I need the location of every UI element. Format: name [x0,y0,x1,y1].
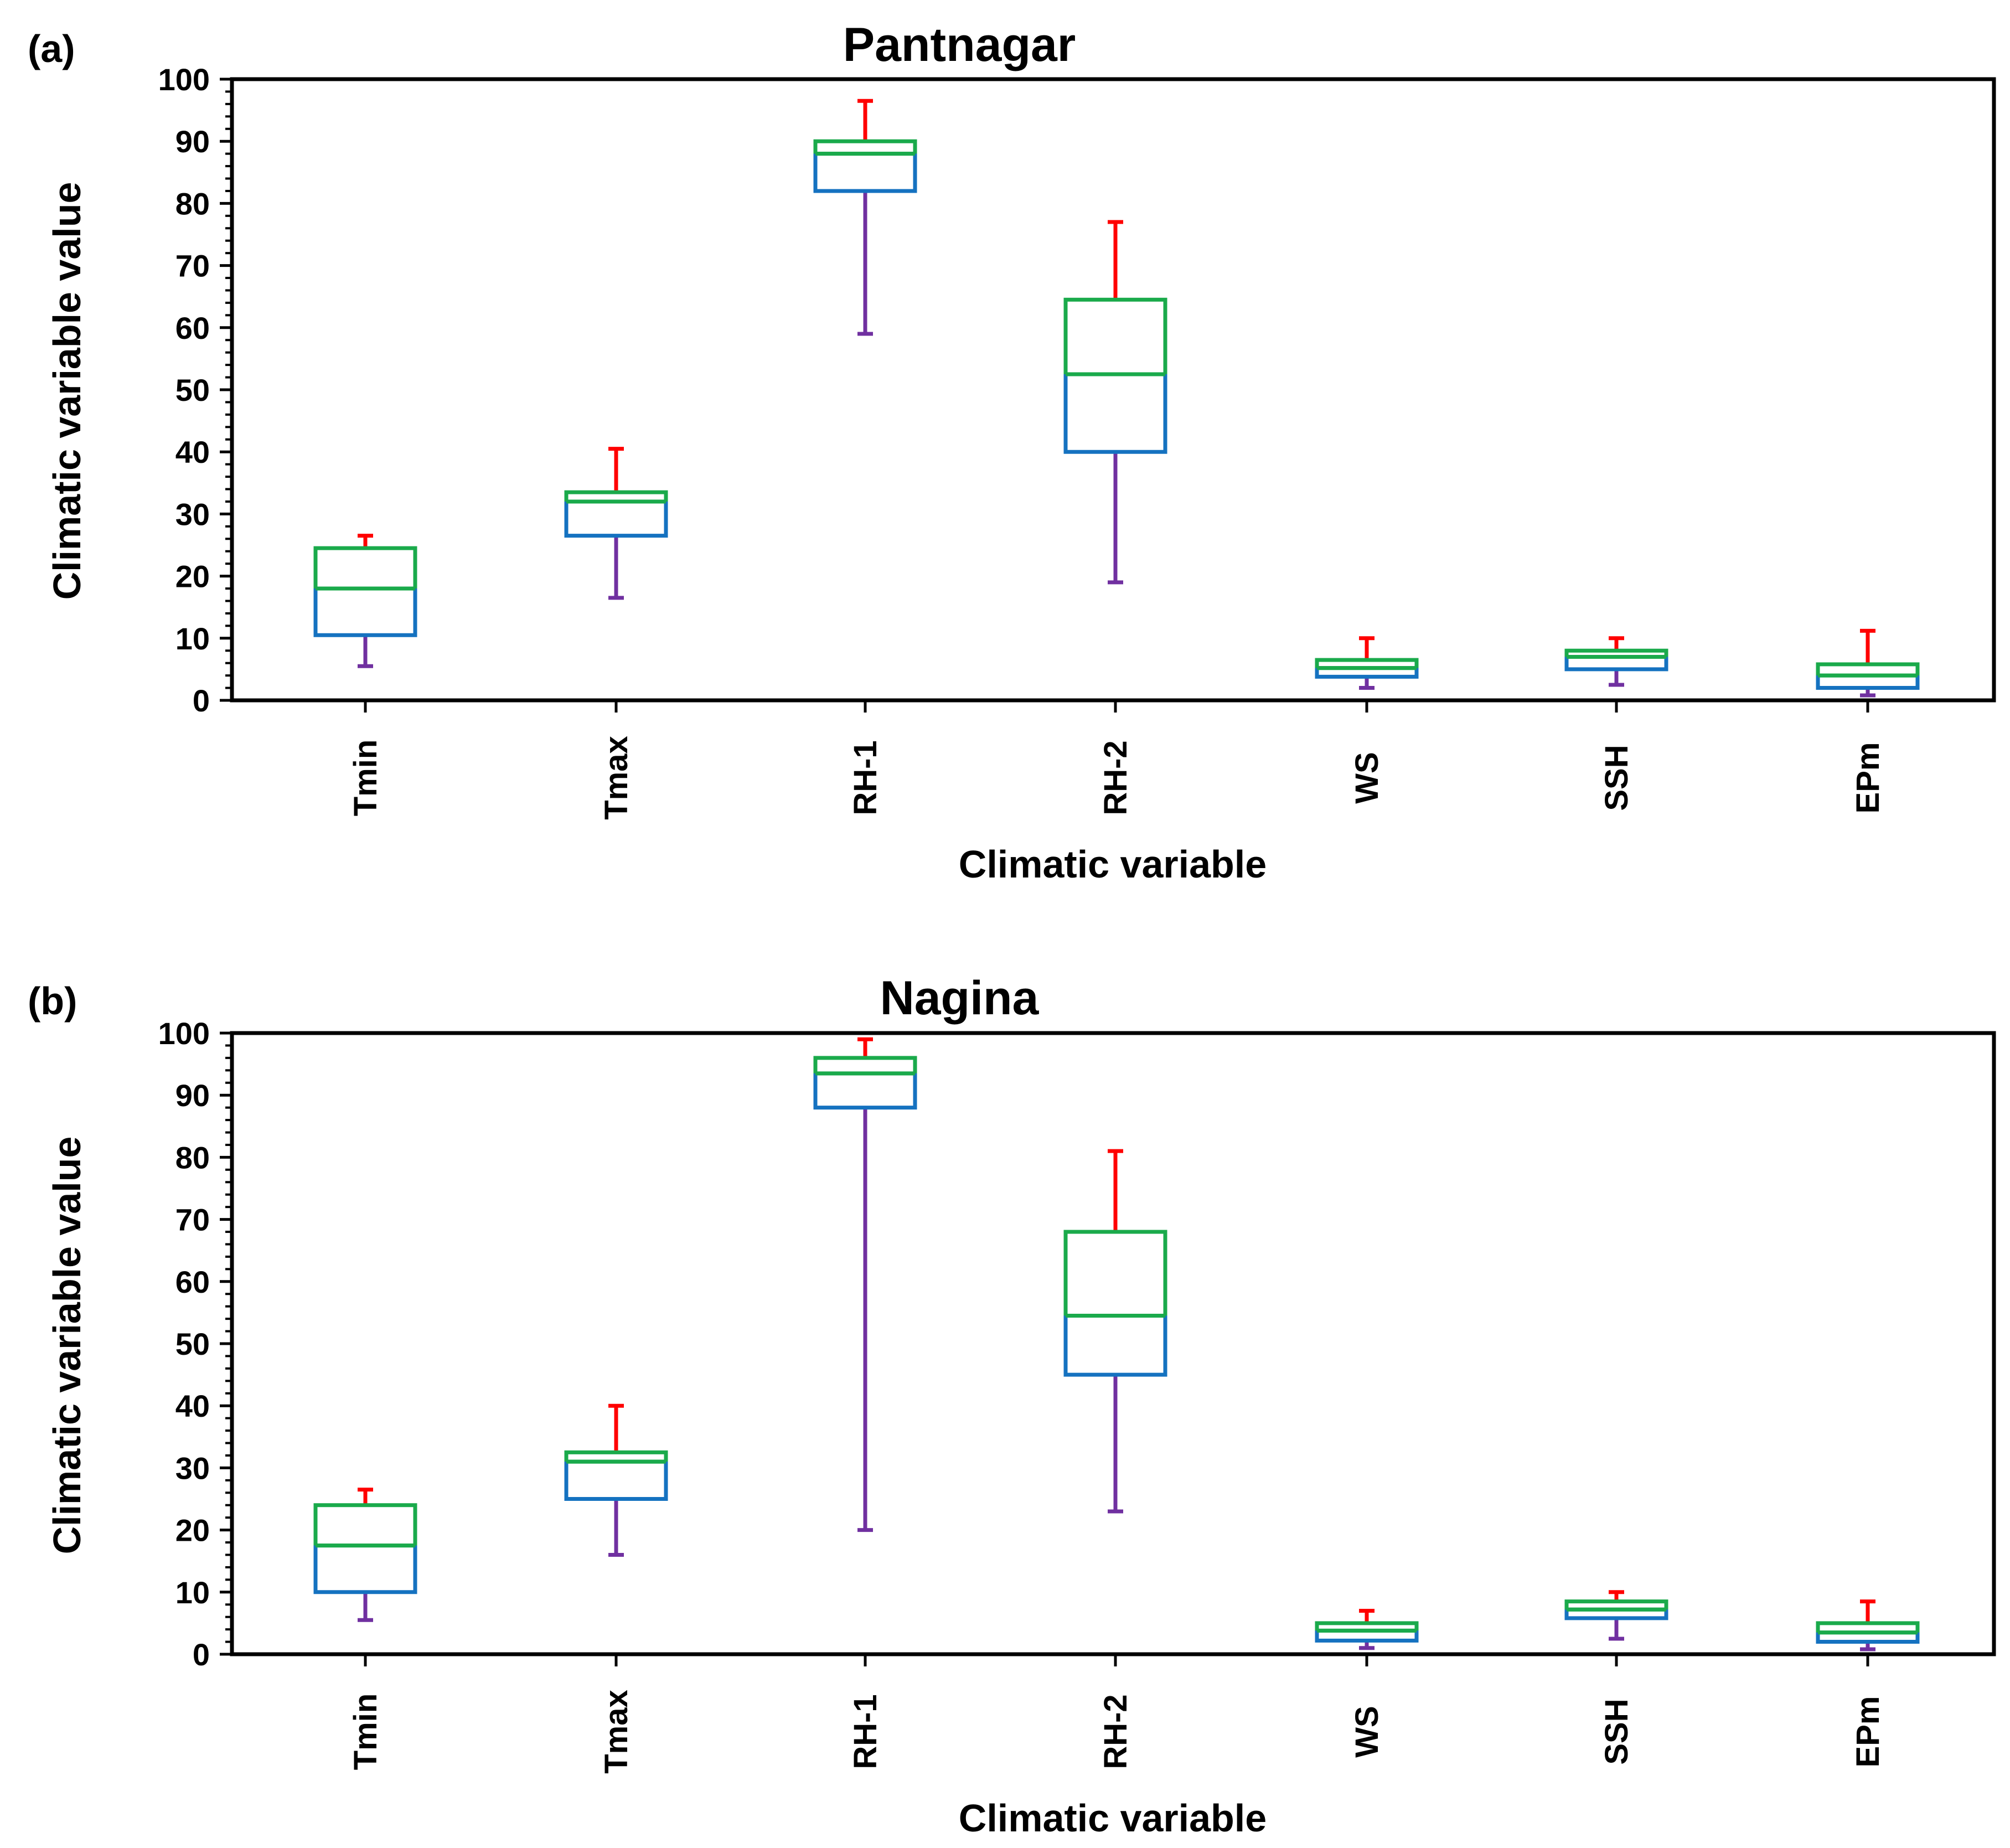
lower-box [1063,374,1167,454]
y-tick-label: 90 [175,1078,210,1113]
lower-box [564,501,668,538]
y-tick-label: 70 [175,249,210,283]
chart-marks: 0 10 20 30 40 50 60 70 80 90 100 Tmin Tmax RH-1 RH-2 WS… [158,1016,1920,1774]
lower-box [1564,657,1668,672]
x-tick-label: Tmin [348,1694,384,1770]
panel-nagina: (b) Nagina Climatic variable value Clima… [28,972,1996,1840]
x-tick-label: EPm [1850,742,1886,814]
y-tick-label: 20 [175,1513,210,1548]
y-tick-label: 50 [175,1326,210,1361]
y-tick-label: 60 [175,1264,210,1299]
x-tick-label: RH-2 [1098,740,1134,815]
y-tick-label: 30 [175,1450,210,1485]
chart-marks: 0 10 20 30 40 50 60 70 80 90 100 Tmin Tmax RH-1 RH-2 WS… [158,62,1920,820]
y-tick-label: 40 [175,1388,210,1423]
upper-box [313,1503,417,1548]
y-tick-label: 80 [175,186,210,221]
y-tick-label: 100 [158,1016,210,1051]
lower-box [1315,668,1419,679]
upper-box [313,546,417,591]
upper-box [1063,297,1167,376]
y-tick-label: 0 [193,683,210,718]
y-axis-title: Climatic variable value [45,182,89,600]
y-tick-label: 100 [158,62,210,97]
upper-box [813,1056,917,1076]
x-axis-title: Climatic variable [959,1797,1267,1840]
y-tick-label: 20 [175,559,210,594]
x-axis-title: Climatic variable [959,843,1267,886]
upper-box [1063,1230,1167,1318]
lower-box [313,1545,417,1594]
panel-label: (b) [28,979,77,1023]
x-tick-label: WS [1349,1706,1385,1757]
lower-box [813,1073,917,1110]
y-tick-label: 70 [175,1202,210,1237]
x-tick-label: Tmax [598,1690,634,1774]
lower-box [1816,1632,1920,1644]
y-axis-title: Climatic variable value [45,1137,89,1555]
x-tick-label: WS [1349,752,1385,803]
y-tick-label: 10 [175,621,210,656]
plot-frame [230,1031,1996,1656]
y-tick-label: 10 [175,1575,210,1610]
y-tick-label: 40 [175,435,210,469]
x-tick-label: RH-2 [1098,1694,1134,1769]
x-tick-label: SSH [1599,745,1635,811]
lower-box [1564,1609,1668,1620]
chart-title: Nagina [880,972,1040,1025]
x-tick-label: SSH [1599,1699,1635,1764]
plot-frame [230,77,1996,703]
lower-box [1063,1315,1167,1377]
lower-box [1816,675,1920,690]
x-tick-label: RH-1 [848,1694,883,1769]
lower-box [564,1462,668,1501]
y-tick-label: 30 [175,497,210,531]
panel-pantnagar: (a) Pantnagar Climatic variable value Cl… [28,18,1996,886]
y-tick-label: 90 [175,124,210,159]
lower-box [313,589,417,637]
chart-title: Pantnagar [843,18,1076,71]
y-tick-label: 60 [175,311,210,345]
x-tick-label: Tmin [348,740,384,817]
x-tick-label: Tmax [598,736,634,820]
y-tick-label: 80 [175,1140,210,1175]
lower-box [1315,1630,1419,1643]
panel-label: (a) [28,27,75,70]
x-tick-label: RH-1 [848,740,883,815]
y-tick-label: 50 [175,373,210,407]
lower-box [813,153,917,193]
y-tick-label: 0 [193,1637,210,1672]
x-tick-label: EPm [1850,1696,1886,1768]
